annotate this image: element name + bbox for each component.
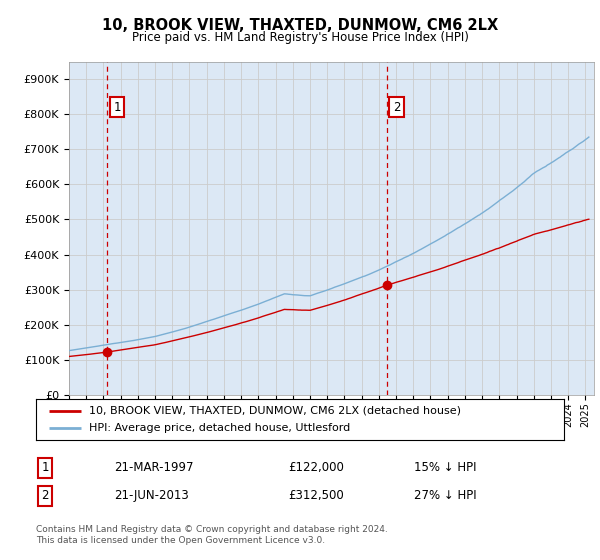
Text: HPI: Average price, detached house, Uttlesford: HPI: Average price, detached house, Uttl… bbox=[89, 423, 350, 433]
Text: £122,000: £122,000 bbox=[288, 461, 344, 474]
Text: Price paid vs. HM Land Registry's House Price Index (HPI): Price paid vs. HM Land Registry's House … bbox=[131, 31, 469, 44]
Text: Contains HM Land Registry data © Crown copyright and database right 2024.
This d: Contains HM Land Registry data © Crown c… bbox=[36, 525, 388, 545]
Text: £312,500: £312,500 bbox=[288, 489, 344, 502]
Text: 10, BROOK VIEW, THAXTED, DUNMOW, CM6 2LX (detached house): 10, BROOK VIEW, THAXTED, DUNMOW, CM6 2LX… bbox=[89, 405, 461, 416]
Text: 21-JUN-2013: 21-JUN-2013 bbox=[114, 489, 189, 502]
Text: 15% ↓ HPI: 15% ↓ HPI bbox=[414, 461, 476, 474]
Text: 10, BROOK VIEW, THAXTED, DUNMOW, CM6 2LX: 10, BROOK VIEW, THAXTED, DUNMOW, CM6 2LX bbox=[102, 18, 498, 33]
Text: 27% ↓ HPI: 27% ↓ HPI bbox=[414, 489, 476, 502]
Text: 2: 2 bbox=[41, 489, 49, 502]
Text: 21-MAR-1997: 21-MAR-1997 bbox=[114, 461, 193, 474]
Text: 2: 2 bbox=[393, 101, 400, 114]
Text: 1: 1 bbox=[113, 101, 121, 114]
Text: 1: 1 bbox=[41, 461, 49, 474]
